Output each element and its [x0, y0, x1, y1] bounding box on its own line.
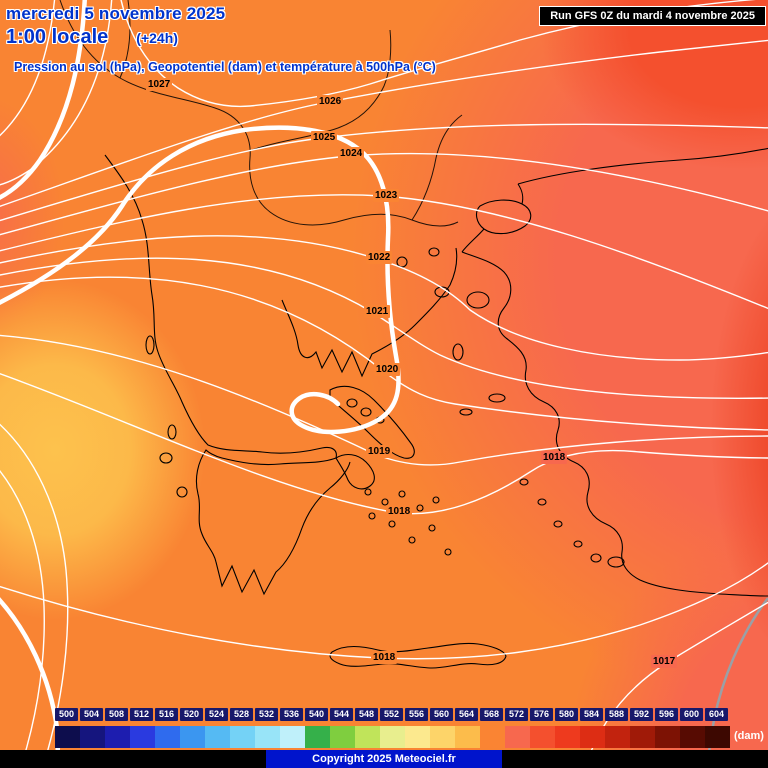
legend-colorbar: [55, 726, 730, 748]
legend-color-cell: [330, 726, 355, 748]
legend-value: 532: [255, 708, 278, 721]
legend-color-cell: [105, 726, 130, 748]
islands: [145, 247, 625, 568]
legend-value: 536: [280, 708, 303, 721]
legend-value: 516: [155, 708, 178, 721]
legend-value: 576: [530, 708, 553, 721]
legend-color-cell: [680, 726, 705, 748]
legend-color-cell: [380, 726, 405, 748]
legend-value: 568: [480, 708, 503, 721]
legend-value: 544: [330, 708, 353, 721]
legend-color-cell: [430, 726, 455, 748]
legend-value: 572: [505, 708, 528, 721]
legend-color-cell: [280, 726, 305, 748]
legend-color-cell: [580, 726, 605, 748]
forecast-time-row: 1:00 locale (+24h): [6, 26, 436, 49]
legend-value: 560: [430, 708, 453, 721]
run-info-box: Run GFS 0Z du mardi 4 novembre 2025: [539, 6, 766, 26]
forecast-date: mercredi 5 novembre 2025: [6, 4, 226, 23]
legend-value: 604: [705, 708, 728, 721]
legend-color-cell: [355, 726, 380, 748]
forecast-time: 1:00 locale: [6, 26, 109, 48]
map-header: mercredi 5 novembre 2025 1:00 locale (+24…: [6, 4, 436, 74]
legend-value: 540: [305, 708, 328, 721]
legend-value: 600: [680, 708, 703, 721]
legend-color-cell: [505, 726, 530, 748]
legend-value: 500: [55, 708, 78, 721]
legend-color-cell: [655, 726, 680, 748]
legend-value: 524: [205, 708, 228, 721]
forecast-offset: (+24h): [136, 30, 178, 46]
legend-color-cell: [255, 726, 280, 748]
legend-color-cell: [630, 726, 655, 748]
footer-bar: Copyright 2025 Meteociel.fr: [0, 750, 768, 768]
legend-color-cell: [705, 726, 730, 748]
legend-value: 584: [580, 708, 603, 721]
legend-color-cell: [230, 726, 255, 748]
legend-value: 596: [655, 708, 678, 721]
legend-color-cell: [155, 726, 180, 748]
legend-color-cell: [205, 726, 230, 748]
legend-color-cell: [455, 726, 480, 748]
map-subtitle: Pression au sol (hPa), Geopotentiel (dam…: [14, 60, 436, 74]
legend-value: 508: [105, 708, 128, 721]
legend-unit-label: (dam): [734, 730, 764, 742]
legend-value: 564: [455, 708, 478, 721]
legend-value: 552: [380, 708, 403, 721]
legend-value: 512: [130, 708, 153, 721]
legend-value: 548: [355, 708, 378, 721]
legend-color-cell: [555, 726, 580, 748]
legend-color-cell: [180, 726, 205, 748]
legend-color-cell: [130, 726, 155, 748]
legend-color-cell: [80, 726, 105, 748]
legend-value: 592: [630, 708, 653, 721]
legend-value: 504: [80, 708, 103, 721]
legend-color-cell: [480, 726, 505, 748]
legend-value: 588: [605, 708, 628, 721]
legend-color-cell: [405, 726, 430, 748]
country-borders: [59, 0, 463, 227]
legend-value: 528: [230, 708, 253, 721]
legend-value: 580: [555, 708, 578, 721]
copyright-label: Copyright 2025 Meteociel.fr: [266, 750, 502, 768]
legend-values-row: 500 504 508 512 516 520 524 528 532 536 540 544 548 5…: [55, 708, 730, 721]
legend-value: 556: [405, 708, 428, 721]
legend-color-cell: [605, 726, 630, 748]
legend-color-cell: [305, 726, 330, 748]
legend-color-cell: [530, 726, 555, 748]
legend-color-cell: [55, 726, 80, 748]
legend-value: 520: [180, 708, 203, 721]
